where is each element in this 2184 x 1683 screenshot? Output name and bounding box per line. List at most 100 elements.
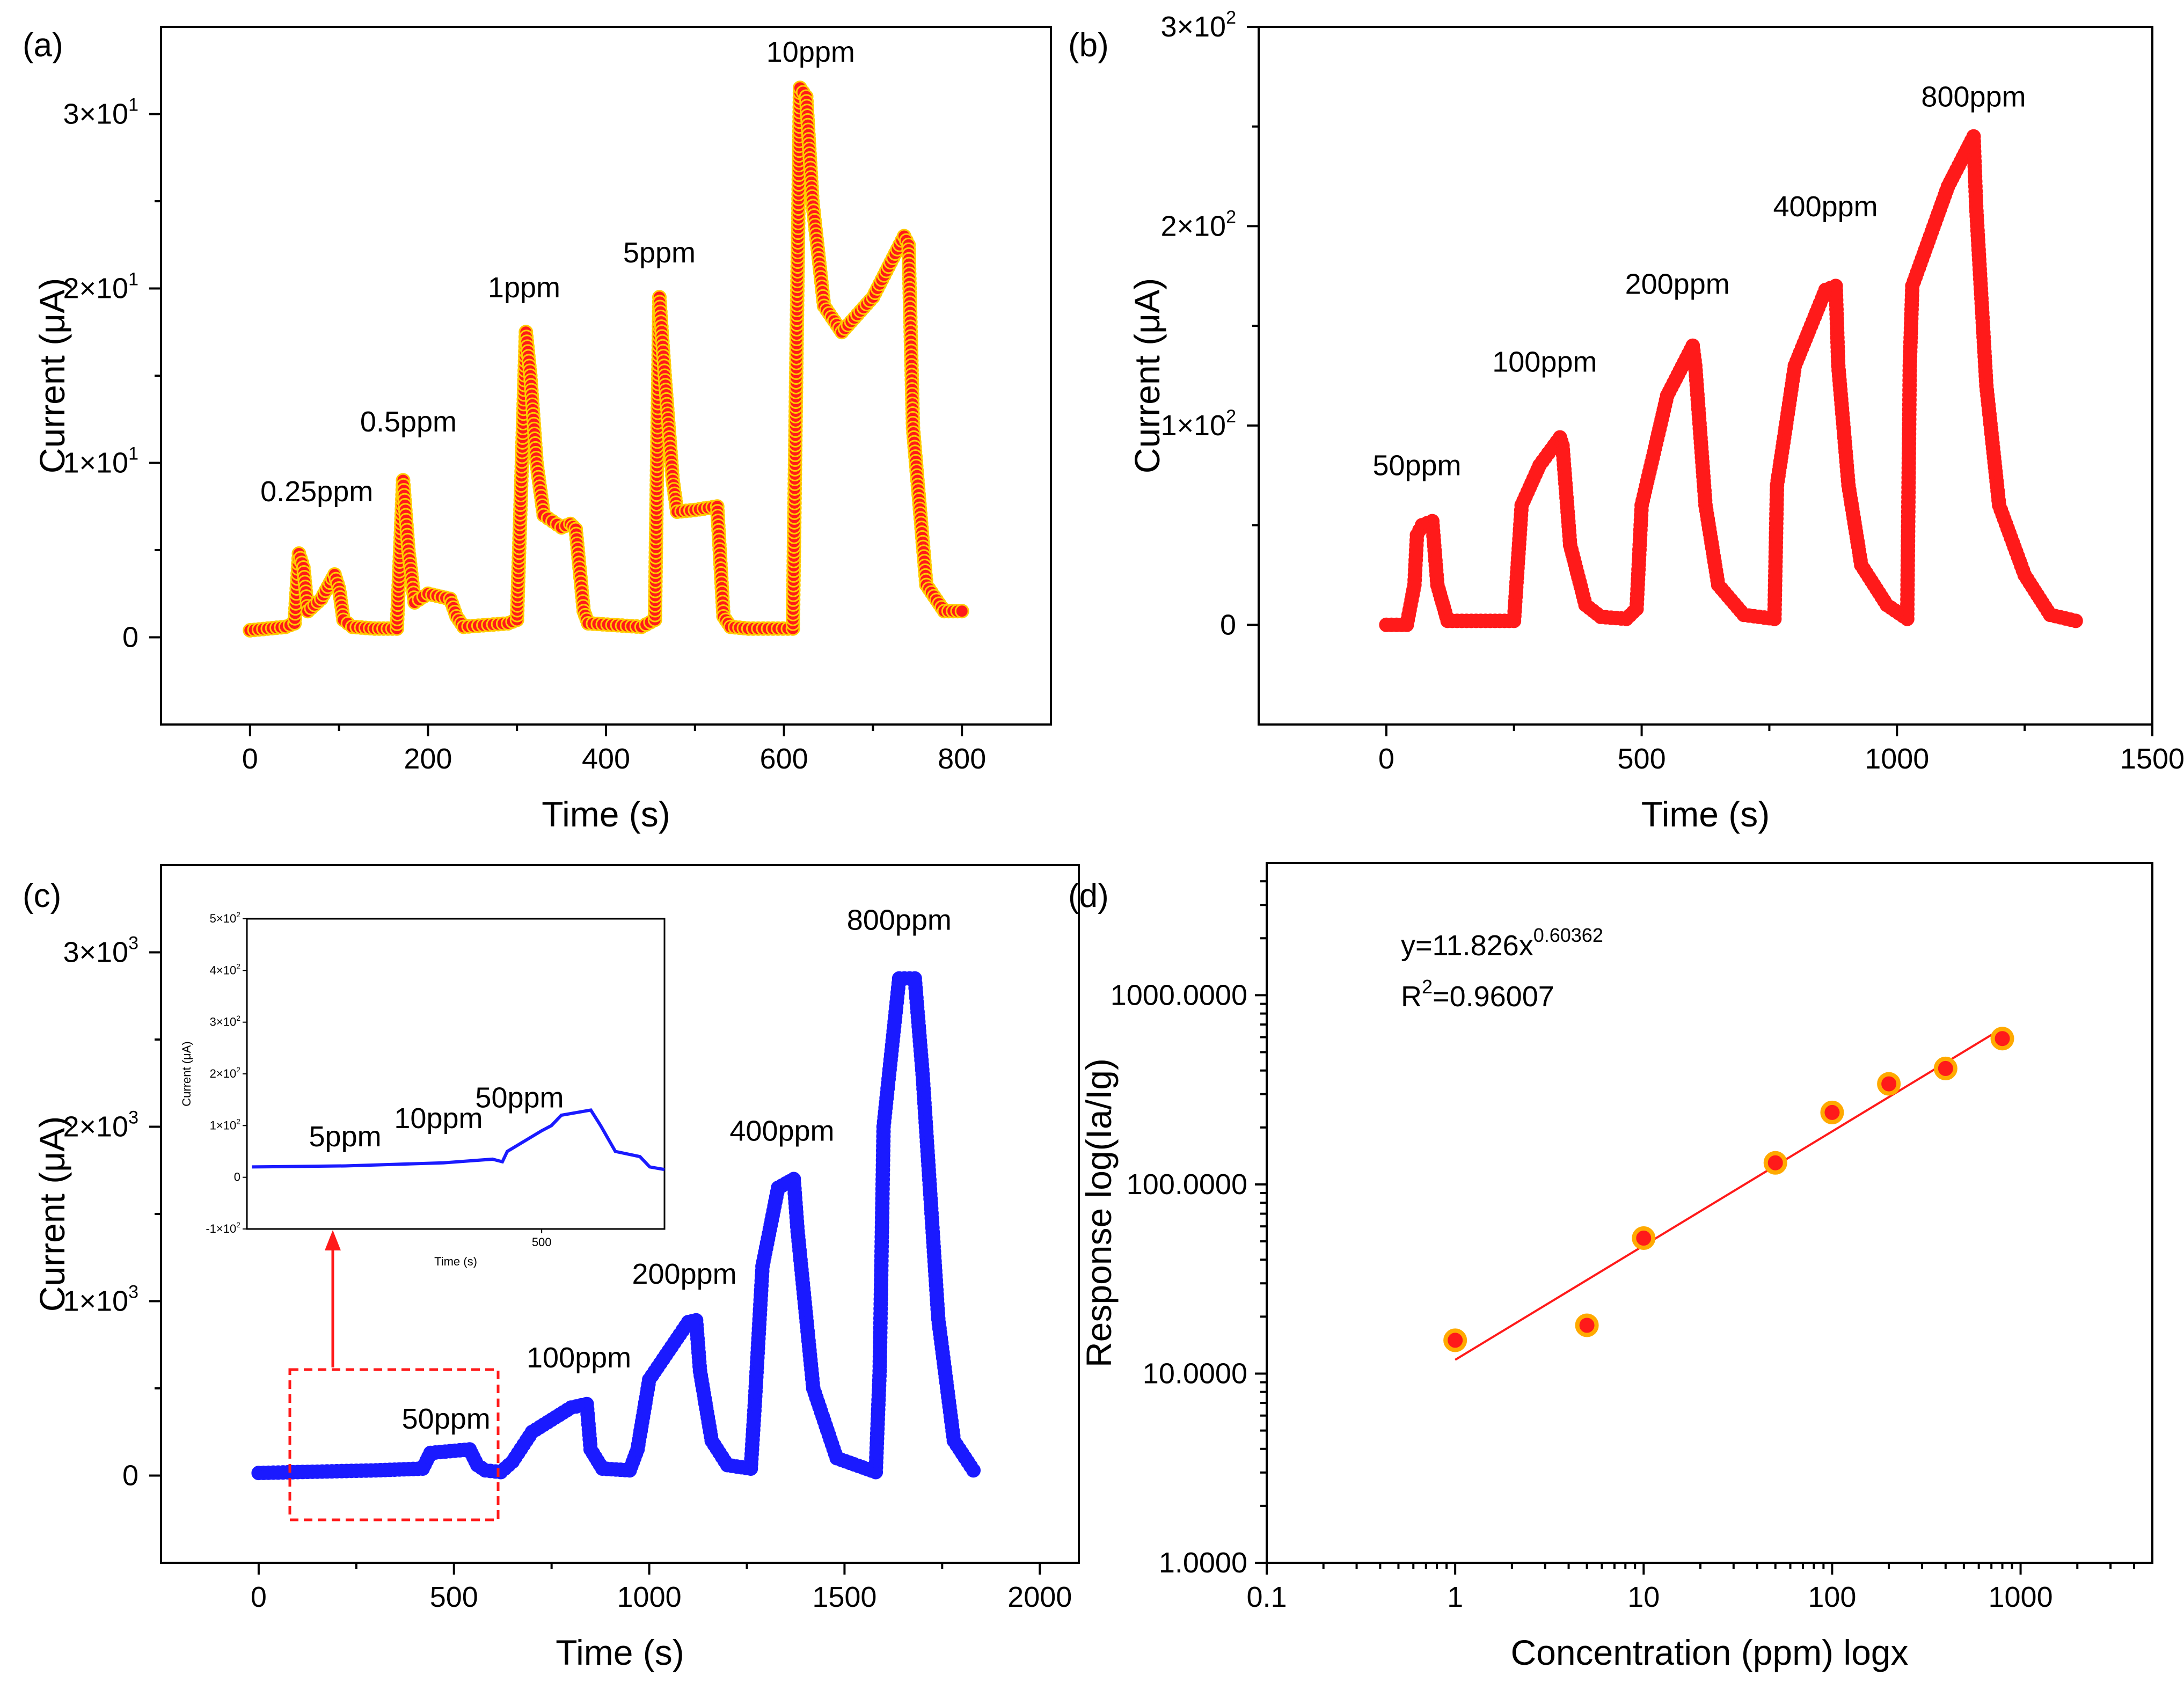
inset-y-tick-label: 3×102	[210, 1014, 241, 1029]
r-squared: R2=0.96007	[1401, 976, 1554, 1013]
concentration-label: 200ppm	[632, 1258, 736, 1290]
x-tick-label: 500	[430, 1581, 478, 1613]
y-tick-label: 3×101	[63, 95, 138, 130]
y-axis-title: Current (μA)	[32, 278, 72, 473]
arrow-head	[325, 1230, 341, 1250]
y-axis-title: Current (μA)	[1127, 278, 1167, 473]
y-tick-label: 3×103	[63, 933, 138, 969]
concentration-label: 100ppm	[1492, 346, 1597, 378]
x-tick-label: 0	[1378, 743, 1394, 775]
panel-d: 0.1 1 10 100 1000 1.0000 10.0000 100.0000 1000.0…	[1068, 862, 2153, 1672]
plot-frame	[1258, 26, 2153, 726]
x-tick-label: 1000	[1865, 743, 1929, 775]
inset-concentration-label: 50ppm	[475, 1082, 564, 1114]
inset-series-line	[252, 1108, 665, 1172]
concentration-label: 400ppm	[1773, 191, 1878, 223]
inset-y-tick-label: 1×102	[210, 1117, 241, 1132]
concentration-label: 100ppm	[527, 1342, 631, 1374]
fit-equation: y=11.826x0.60362	[1401, 924, 1603, 962]
y-tick-label: 0	[122, 621, 138, 654]
y-tick-label: 2×102	[1160, 207, 1236, 243]
y-tick-label: 10.0000	[1143, 1357, 1247, 1389]
y-tick-label: 3×102	[1160, 8, 1236, 43]
x-axis-title: Time (s)	[1641, 794, 1770, 834]
concentration-label: 200ppm	[1625, 268, 1730, 301]
x-axis-title: Concentration (ppm) logx	[1510, 1633, 1908, 1672]
highlight-box	[288, 1368, 500, 1521]
panel-a: 0 200 400 600 800 0 1×101 2×101 3×101 Time (s) Cur…	[23, 26, 1052, 834]
y-tick-label: 1000.0000	[1111, 979, 1247, 1011]
plot-frame	[1266, 862, 2153, 1564]
panel-label: (b)	[1068, 27, 1109, 64]
x-tick-label: 400	[582, 743, 630, 775]
data-point	[954, 604, 969, 619]
data-point	[2068, 613, 2083, 628]
concentration-label: 50ppm	[1372, 450, 1461, 482]
concentration-label: 800ppm	[847, 904, 952, 936]
concentration-label: 5ppm	[623, 237, 696, 269]
concentration-label: 0.5ppm	[360, 406, 457, 438]
x-tick-label: 200	[404, 743, 452, 775]
x-tick-label: 0	[251, 1581, 267, 1613]
y-tick-label: 100.0000	[1127, 1168, 1247, 1201]
y-tick-label: 2×103	[63, 1108, 138, 1143]
data-point	[1990, 1027, 2014, 1051]
concentration-label: 0.25ppm	[260, 475, 373, 508]
inset-concentration-label: 10ppm	[394, 1102, 483, 1135]
concentration-label: 400ppm	[729, 1115, 834, 1147]
inset-y-tick-label: 0	[234, 1170, 240, 1184]
x-tick-label: 600	[760, 743, 808, 775]
y-axis-title: Response log(Ia/Ig)	[1079, 1058, 1119, 1367]
fit-line	[1455, 1027, 2003, 1361]
x-tick-label: 1000	[1988, 1581, 2052, 1613]
x-tick-label: 10	[1627, 1581, 1660, 1613]
panel-b: 0 500 1000 1500 0 1×102 2×102 3×102 Time (s) Curr…	[1068, 8, 2184, 834]
inset-y-tick-label: 2×102	[210, 1065, 241, 1080]
panel-label: (d)	[1068, 877, 1109, 914]
concentration-label: 10ppm	[766, 36, 855, 68]
inset-y-tick-label: 4×102	[210, 962, 241, 977]
inset-concentration-label: 5ppm	[309, 1121, 382, 1153]
y-tick-label: 2×101	[63, 269, 138, 305]
y-tick-label: 1×102	[1160, 406, 1236, 442]
inset-y-tick-label: 5×102	[210, 910, 241, 925]
data-point	[1933, 1056, 1957, 1080]
inset-y-axis-title: Current (μA)	[180, 1041, 193, 1106]
y-tick-label: 1×103	[63, 1282, 138, 1318]
series-line	[250, 84, 962, 632]
concentration-label: 800ppm	[1921, 81, 2026, 113]
y-tick-label: 1.0000	[1159, 1547, 1247, 1579]
data-point	[1632, 1226, 1656, 1250]
x-tick-label: 800	[938, 743, 986, 775]
panel-label: (c)	[23, 877, 61, 914]
y-tick-label: 1×101	[63, 444, 138, 479]
x-tick-label: 1	[1447, 1581, 1463, 1613]
inset-y-tick-label: -1×102	[206, 1220, 240, 1235]
data-point	[1877, 1072, 1901, 1096]
data-point	[1763, 1151, 1787, 1175]
inset-frame	[246, 918, 666, 1230]
x-tick-label: 0.1	[1246, 1581, 1287, 1613]
x-tick-label: 500	[1618, 743, 1666, 775]
x-tick-label: 100	[1808, 1581, 1856, 1613]
data-point	[1820, 1100, 1844, 1124]
panel-label: (a)	[23, 27, 63, 64]
x-axis-title: Time (s)	[556, 1633, 684, 1672]
inset-x-axis-title: Time (s)	[434, 1255, 477, 1268]
y-tick-label: 0	[1220, 609, 1236, 641]
concentration-label: 1ppm	[488, 272, 560, 304]
x-tick-label: 0	[242, 743, 258, 775]
y-axis-title: Current (μA)	[32, 1116, 72, 1312]
data-point	[966, 1463, 981, 1478]
data-point	[1575, 1313, 1599, 1337]
x-tick-label: 1500	[2120, 743, 2184, 775]
x-tick-label: 1000	[617, 1581, 682, 1613]
x-axis-title: Time (s)	[542, 794, 670, 834]
panel-c: 0 500 1000 1500 2000 0 1×103 2×103 3×103 Time (s)…	[23, 864, 1080, 1672]
data-point	[1443, 1328, 1467, 1352]
inset-x-tick-label: 500	[532, 1235, 552, 1249]
concentration-label: 50ppm	[402, 1403, 491, 1435]
x-tick-label: 2000	[1007, 1581, 1072, 1613]
x-tick-label: 1500	[812, 1581, 876, 1613]
